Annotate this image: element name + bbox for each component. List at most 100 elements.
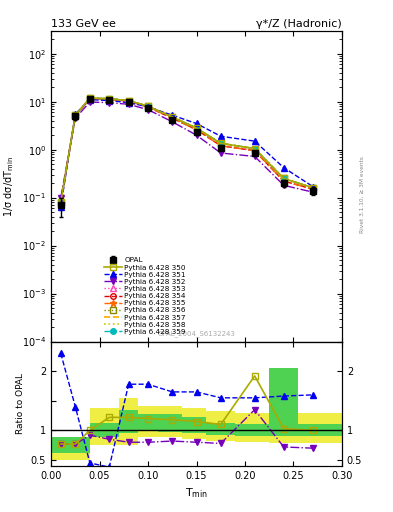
Pythia 6.428 358 — [170, 114, 174, 120]
Pythia 6.428 351 — [310, 183, 315, 189]
Pythia 6.428 357 — [219, 140, 223, 146]
Pythia 6.428 359 — [107, 96, 112, 102]
Y-axis label: 1/σ dσ/dT$_\mathregular{min}$: 1/σ dσ/dT$_\mathregular{min}$ — [3, 156, 17, 217]
Pythia 6.428 355 — [281, 178, 286, 184]
Pythia 6.428 357 — [59, 199, 63, 205]
Pythia 6.428 357 — [170, 114, 174, 120]
Pythia 6.428 358 — [126, 97, 131, 103]
Y-axis label: Ratio to OPAL: Ratio to OPAL — [16, 373, 25, 434]
Pythia 6.428 355 — [107, 96, 112, 102]
Pythia 6.428 353 — [281, 178, 286, 184]
Line: Pythia 6.428 357: Pythia 6.428 357 — [61, 98, 313, 202]
Pythia 6.428 354 — [281, 178, 286, 184]
Pythia 6.428 351 — [146, 104, 151, 110]
X-axis label: T$_\mathregular{min}$: T$_\mathregular{min}$ — [185, 486, 208, 500]
Pythia 6.428 353 — [107, 96, 112, 102]
Pythia 6.428 351 — [170, 112, 174, 118]
Pythia 6.428 353 — [146, 104, 151, 110]
Pythia 6.428 358 — [194, 125, 199, 131]
Pythia 6.428 354 — [194, 126, 199, 133]
Pythia 6.428 358 — [219, 140, 223, 146]
Pythia 6.428 351 — [59, 203, 63, 209]
Pythia 6.428 355 — [310, 186, 315, 192]
Pythia 6.428 352 — [107, 100, 112, 106]
Text: OPAL_2004_S6132243: OPAL_2004_S6132243 — [158, 330, 235, 337]
Pythia 6.428 359 — [126, 97, 131, 103]
Pythia 6.428 355 — [146, 104, 151, 110]
Text: γ*/Z (Hadronic): γ*/Z (Hadronic) — [256, 18, 342, 29]
Pythia 6.428 352 — [281, 182, 286, 188]
Pythia 6.428 358 — [252, 145, 257, 152]
Line: Pythia 6.428 356: Pythia 6.428 356 — [58, 95, 316, 205]
Pythia 6.428 354 — [107, 96, 112, 102]
Pythia 6.428 359 — [146, 103, 151, 110]
Pythia 6.428 351 — [252, 138, 257, 144]
Line: Pythia 6.428 351: Pythia 6.428 351 — [58, 97, 316, 209]
Pythia 6.428 359 — [73, 112, 78, 118]
Pythia 6.428 356 — [170, 114, 174, 120]
Line: Pythia 6.428 354: Pythia 6.428 354 — [58, 96, 316, 205]
Pythia 6.428 350 — [252, 145, 257, 152]
Pythia 6.428 356 — [310, 185, 315, 191]
Pythia 6.428 352 — [73, 115, 78, 121]
Pythia 6.428 356 — [59, 199, 63, 205]
Pythia 6.428 358 — [146, 103, 151, 110]
Pythia 6.428 352 — [146, 106, 151, 113]
Pythia 6.428 356 — [146, 103, 151, 110]
Pythia 6.428 350 — [194, 125, 199, 131]
Pythia 6.428 358 — [59, 199, 63, 205]
Pythia 6.428 356 — [88, 95, 92, 101]
Pythia 6.428 353 — [88, 96, 92, 102]
Pythia 6.428 357 — [310, 185, 315, 191]
Pythia 6.428 355 — [73, 113, 78, 119]
Pythia 6.428 358 — [107, 96, 112, 102]
Pythia 6.428 357 — [73, 112, 78, 118]
Line: Pythia 6.428 350: Pythia 6.428 350 — [58, 95, 316, 205]
Pythia 6.428 354 — [252, 147, 257, 154]
Pythia 6.428 355 — [219, 143, 223, 149]
Pythia 6.428 350 — [107, 96, 112, 102]
Pythia 6.428 357 — [146, 103, 151, 110]
Pythia 6.428 351 — [126, 100, 131, 106]
Pythia 6.428 353 — [73, 113, 78, 119]
Pythia 6.428 351 — [219, 133, 223, 139]
Pythia 6.428 352 — [126, 101, 131, 108]
Pythia 6.428 353 — [310, 186, 315, 192]
Pythia 6.428 351 — [73, 111, 78, 117]
Pythia 6.428 359 — [281, 176, 286, 182]
Line: Pythia 6.428 359: Pythia 6.428 359 — [58, 95, 316, 205]
Pythia 6.428 356 — [194, 125, 199, 131]
Pythia 6.428 354 — [126, 98, 131, 104]
Pythia 6.428 359 — [170, 114, 174, 120]
Pythia 6.428 354 — [170, 115, 174, 121]
Pythia 6.428 355 — [170, 115, 174, 121]
Pythia 6.428 353 — [170, 115, 174, 121]
Line: Pythia 6.428 355: Pythia 6.428 355 — [57, 95, 316, 206]
Line: Pythia 6.428 358: Pythia 6.428 358 — [61, 98, 313, 202]
Pythia 6.428 354 — [88, 96, 92, 102]
Pythia 6.428 355 — [194, 126, 199, 133]
Pythia 6.428 353 — [126, 98, 131, 104]
Pythia 6.428 358 — [88, 95, 92, 101]
Pythia 6.428 351 — [281, 165, 286, 171]
Pythia 6.428 352 — [252, 154, 257, 160]
Pythia 6.428 356 — [281, 176, 286, 182]
Pythia 6.428 357 — [194, 125, 199, 131]
Pythia 6.428 350 — [59, 199, 63, 205]
Line: Pythia 6.428 352: Pythia 6.428 352 — [58, 99, 316, 200]
Pythia 6.428 355 — [252, 147, 257, 154]
Text: 133 GeV ee: 133 GeV ee — [51, 18, 116, 29]
Pythia 6.428 356 — [219, 140, 223, 146]
Pythia 6.428 350 — [73, 112, 78, 118]
Pythia 6.428 354 — [73, 113, 78, 119]
Pythia 6.428 357 — [126, 97, 131, 103]
Pythia 6.428 350 — [310, 185, 315, 191]
Pythia 6.428 350 — [146, 103, 151, 110]
Pythia 6.428 358 — [73, 112, 78, 118]
Pythia 6.428 350 — [170, 114, 174, 120]
Legend: OPAL, Pythia 6.428 350, Pythia 6.428 351, Pythia 6.428 352, Pythia 6.428 353, Py: OPAL, Pythia 6.428 350, Pythia 6.428 351… — [104, 258, 186, 335]
Pythia 6.428 351 — [107, 97, 112, 103]
Pythia 6.428 357 — [252, 145, 257, 152]
Pythia 6.428 352 — [310, 189, 315, 195]
Pythia 6.428 354 — [310, 186, 315, 192]
